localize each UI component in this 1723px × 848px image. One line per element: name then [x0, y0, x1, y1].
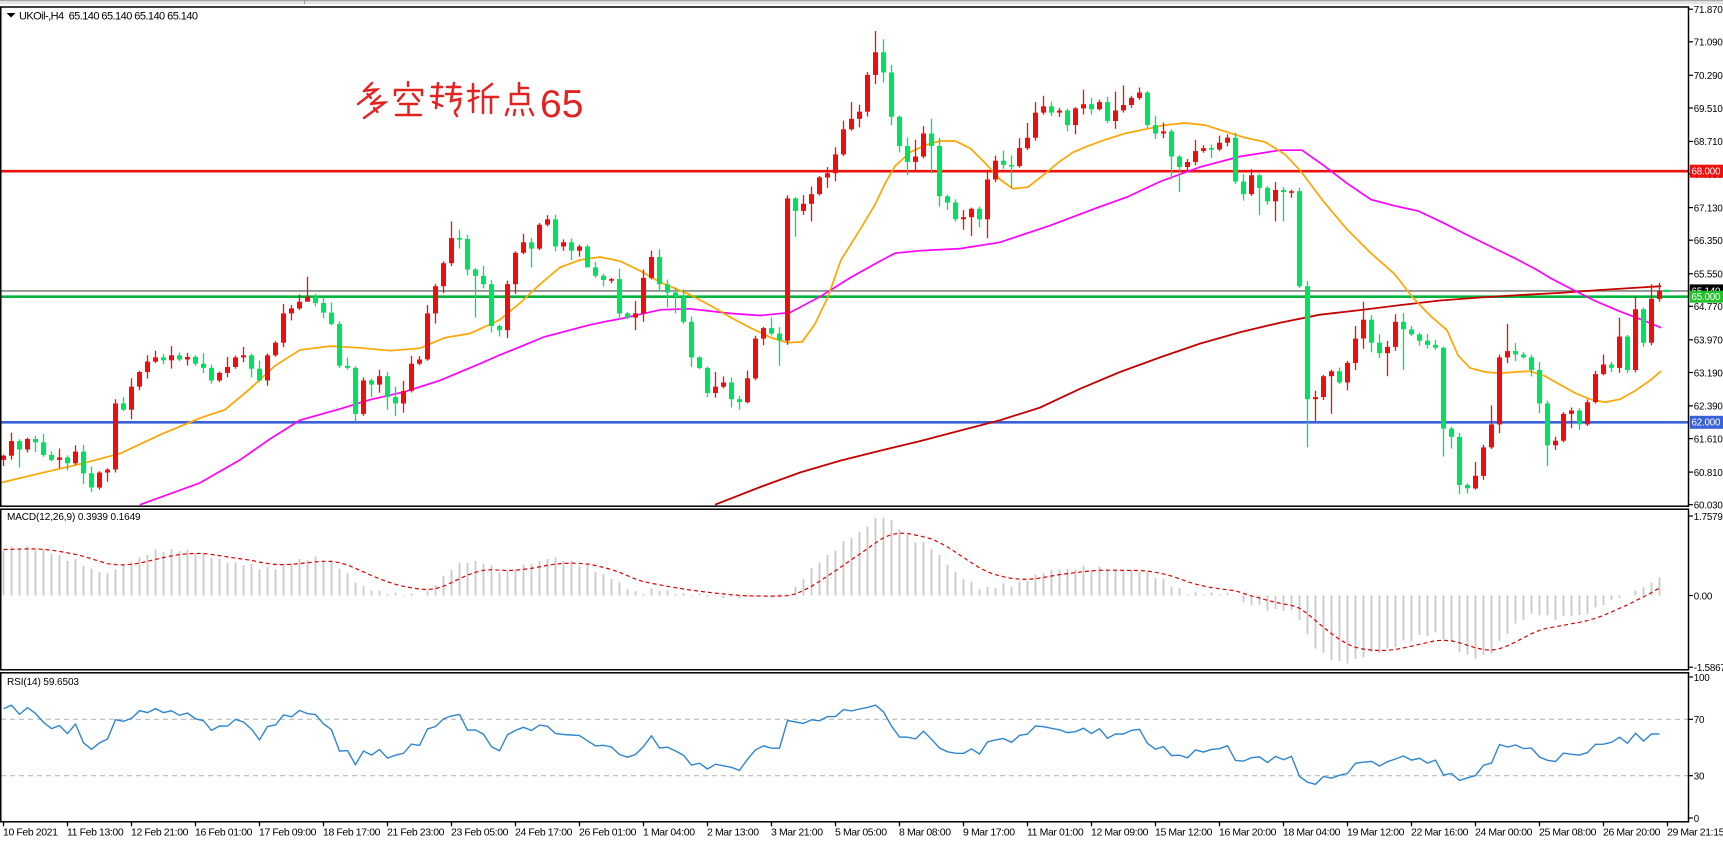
svg-text:15 Mar 12:00: 15 Mar 12:00 [1155, 827, 1213, 839]
svg-text:23 Feb 05:00: 23 Feb 05:00 [451, 827, 509, 839]
svg-text:17 Feb 09:00: 17 Feb 09:00 [259, 827, 317, 839]
svg-text:21 Feb 23:00: 21 Feb 23:00 [387, 827, 445, 839]
svg-text:66.350: 66.350 [1694, 236, 1723, 247]
svg-text:29 Mar 21:15: 29 Mar 21:15 [1667, 827, 1723, 839]
svg-text:67.130: 67.130 [1694, 203, 1723, 214]
svg-text:0: 0 [1694, 814, 1700, 825]
svg-text:25 Mar 08:00: 25 Mar 08:00 [1539, 827, 1597, 839]
svg-text:71.090: 71.090 [1694, 38, 1723, 49]
svg-text:30: 30 [1694, 772, 1705, 783]
svg-text:11 Feb 13:00: 11 Feb 13:00 [67, 827, 124, 839]
svg-text:65.550: 65.550 [1694, 270, 1723, 281]
svg-text:9 Mar 17:00: 9 Mar 17:00 [963, 827, 1015, 839]
svg-text:-1.5867: -1.5867 [1694, 663, 1723, 674]
svg-text:2 Mar 13:00: 2 Mar 13:00 [707, 827, 759, 839]
svg-text:63.970: 63.970 [1694, 336, 1723, 347]
svg-text:18 Mar 04:00: 18 Mar 04:00 [1283, 827, 1341, 839]
svg-text:22 Mar 16:00: 22 Mar 16:00 [1411, 827, 1469, 839]
svg-text:69.510: 69.510 [1694, 104, 1723, 115]
svg-text:1.7579: 1.7579 [1694, 512, 1723, 523]
svg-text:26 Feb 01:00: 26 Feb 01:00 [579, 827, 637, 839]
svg-text:70.290: 70.290 [1694, 71, 1723, 82]
svg-text:60.030: 60.030 [1694, 501, 1723, 512]
svg-text:24 Feb 17:00: 24 Feb 17:00 [515, 827, 573, 839]
svg-text:100: 100 [1694, 673, 1710, 684]
svg-text:16 Mar 20:00: 16 Mar 20:00 [1219, 827, 1277, 839]
svg-text:UKOil-,H4 65.140 65.140 65.14: UKOil-,H4 65.140 65.140 65.140 65.140 [19, 11, 198, 23]
svg-text:68.000: 68.000 [1692, 167, 1722, 178]
svg-text:19 Mar 12:00: 19 Mar 12:00 [1347, 827, 1405, 839]
svg-text:62.000: 62.000 [1692, 418, 1722, 429]
svg-text:12 Mar 09:00: 12 Mar 09:00 [1091, 827, 1149, 839]
svg-text:63.190: 63.190 [1694, 368, 1723, 379]
svg-text:64.770: 64.770 [1694, 302, 1723, 313]
svg-text:0.00: 0.00 [1694, 591, 1713, 602]
svg-text:16 Feb 01:00: 16 Feb 01:00 [195, 827, 253, 839]
svg-text:65.000: 65.000 [1692, 292, 1722, 303]
svg-text:MACD(12,26,9) 0.3939 0.1649: MACD(12,26,9) 0.3939 0.1649 [7, 512, 141, 523]
svg-text:1 Mar 04:00: 1 Mar 04:00 [643, 827, 695, 839]
svg-text:12 Feb 21:00: 12 Feb 21:00 [131, 827, 189, 839]
svg-text:68.710: 68.710 [1694, 137, 1723, 148]
svg-text:10 Feb 2021: 10 Feb 2021 [3, 827, 58, 839]
svg-text:70: 70 [1694, 715, 1705, 726]
svg-text:24 Mar 00:00: 24 Mar 00:00 [1475, 827, 1533, 839]
svg-text:71.870: 71.870 [1694, 5, 1723, 16]
svg-text:3 Mar 21:00: 3 Mar 21:00 [771, 827, 823, 839]
svg-text:11 Mar 01:00: 11 Mar 01:00 [1027, 827, 1084, 839]
svg-text:26 Mar 20:00: 26 Mar 20:00 [1603, 827, 1661, 839]
svg-text:8 Mar 08:00: 8 Mar 08:00 [899, 827, 951, 839]
svg-text:62.390: 62.390 [1694, 402, 1723, 413]
svg-text:5 Mar 05:00: 5 Mar 05:00 [835, 827, 887, 839]
svg-text:RSI(14) 59.6503: RSI(14) 59.6503 [7, 677, 79, 688]
svg-text:60.810: 60.810 [1694, 468, 1723, 479]
svg-text:65: 65 [540, 83, 583, 126]
svg-text:61.610: 61.610 [1694, 434, 1723, 445]
svg-text:18 Feb 17:00: 18 Feb 17:00 [323, 827, 381, 839]
